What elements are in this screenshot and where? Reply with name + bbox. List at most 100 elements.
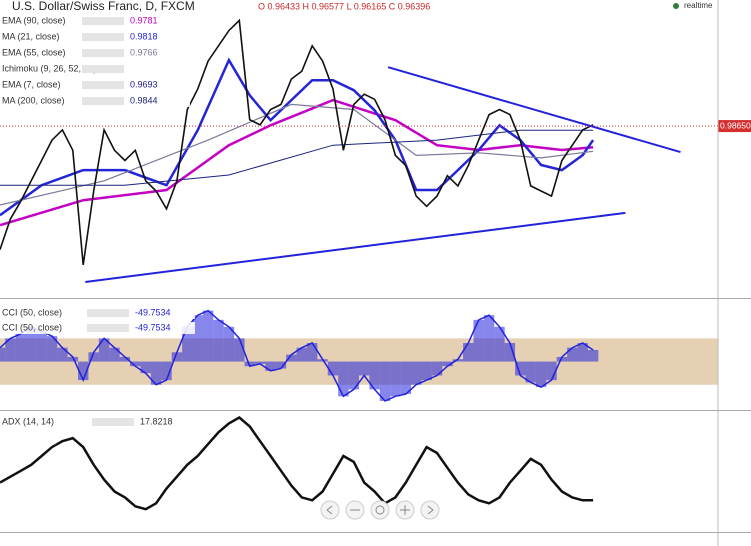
cci-bar	[234, 338, 245, 362]
legend-name: MA (21, close)	[2, 31, 60, 41]
cci-bar	[57, 347, 68, 362]
cci-bar	[483, 315, 495, 362]
cci-bar	[431, 361, 443, 376]
cci-bar	[254, 361, 266, 364]
cci-bar	[119, 356, 131, 362]
cci-bar	[400, 361, 412, 395]
cci-bar	[223, 326, 235, 362]
legend-value: -49.7534	[135, 322, 171, 332]
cci-bar	[359, 361, 370, 376]
study-line	[0, 98, 594, 227]
legend-value: 0.9781	[130, 15, 158, 25]
cci-bar	[202, 310, 214, 362]
cci-bar	[535, 361, 547, 388]
cci-bar	[546, 361, 557, 381]
legend-name: MA (200, close)	[2, 95, 65, 105]
cci-bar	[150, 361, 162, 385]
cci-bar	[327, 361, 339, 376]
legend-controls[interactable]	[82, 97, 124, 105]
price-line	[0, 18, 594, 266]
cci-bar	[130, 361, 141, 367]
cci-bar	[577, 343, 588, 362]
scroll-left-button[interactable]	[320, 500, 340, 520]
cci-bar	[0, 347, 6, 362]
cci-bar	[515, 361, 526, 376]
chart-title: U.S. Dollar/Swiss Franc, D, FXCM	[12, 0, 195, 13]
cci-bar	[5, 338, 16, 362]
cci-bar	[78, 361, 89, 381]
marks-layer	[0, 18, 718, 511]
cci-bar	[182, 326, 193, 362]
legend-value: -49.7534	[135, 307, 171, 317]
legend-name: EMA (55, close)	[2, 47, 66, 57]
cci-bar	[98, 338, 110, 362]
legend-controls[interactable]	[82, 81, 124, 89]
cci-bar	[265, 361, 276, 371]
cci-bar	[494, 326, 505, 362]
status-dot	[673, 3, 679, 9]
adx-line	[0, 415, 594, 511]
legend-controls[interactable]	[92, 418, 134, 426]
cci-bar	[36, 331, 47, 362]
legend-value: 0.9693	[130, 79, 158, 89]
cci-bar	[421, 361, 432, 381]
cci-bar	[213, 319, 224, 362]
cci-bar	[140, 361, 151, 374]
cci-bar	[306, 343, 318, 362]
icon	[326, 505, 333, 515]
legend-name: EMA (7, close)	[2, 79, 61, 89]
cci-bar	[556, 356, 568, 362]
legend-name: EMA (90, close)	[2, 15, 66, 25]
cci-bar	[463, 343, 474, 362]
cci-bar	[379, 361, 391, 401]
cci-bar	[244, 361, 255, 367]
cci-bar	[109, 347, 120, 362]
cci-bar	[171, 352, 183, 362]
reset-button[interactable]	[370, 500, 390, 520]
cci-bar	[275, 361, 287, 369]
cci-bar	[192, 315, 203, 362]
cci-bar	[411, 361, 422, 385]
cci-bar	[46, 336, 58, 362]
cci-bar	[442, 361, 453, 367]
zoom-controls[interactable]	[320, 500, 440, 520]
trendline	[387, 66, 681, 154]
ohlc-header: O 0.96433 H 0.96577 L 0.96165 C 0.96396	[258, 1, 430, 11]
status-text: realtime	[684, 1, 713, 10]
legend-name: CCI (50, close)	[2, 307, 62, 317]
cci-bar	[67, 356, 79, 362]
cci-bar	[161, 361, 172, 381]
legend-value: 0.9844	[130, 95, 158, 105]
cci-bar	[88, 352, 99, 362]
study-line	[0, 129, 594, 186]
legend-controls[interactable]	[82, 17, 124, 25]
cci-bar	[15, 333, 27, 362]
icon	[375, 505, 385, 515]
icon	[400, 505, 410, 515]
cci-bar	[286, 354, 297, 362]
cci-bar	[296, 347, 307, 362]
labels-layer: 0.98650 EMA (90, close) 0.9781 MA (21, clos…	[0, 15, 751, 428]
legend-value: 0.9818	[130, 31, 158, 41]
legend-controls[interactable]	[87, 309, 129, 317]
cci-bar	[504, 343, 516, 362]
legend-controls[interactable]	[87, 324, 129, 332]
cci-bar	[338, 361, 349, 397]
cci-bar	[567, 347, 578, 362]
last-price-label: 0.98650	[720, 120, 751, 130]
legend-name: Ichimoku (9, 26, 52, 26)	[2, 63, 97, 73]
legend-name: ADX (14, 14)	[2, 416, 54, 426]
last-price-box	[718, 120, 751, 133]
legend-controls[interactable]	[82, 33, 124, 41]
legend-name: CCI (50, close)	[2, 322, 62, 332]
cci-bar	[369, 361, 380, 390]
legend-value: 17.8218	[140, 416, 173, 426]
legend-controls[interactable]	[82, 65, 124, 73]
cci-bar	[525, 361, 536, 383]
cci-line	[0, 309, 594, 402]
scroll-right-button[interactable]	[420, 500, 440, 520]
cci-bar	[452, 359, 464, 362]
trendline	[85, 211, 626, 283]
legend-controls[interactable]	[82, 49, 124, 57]
